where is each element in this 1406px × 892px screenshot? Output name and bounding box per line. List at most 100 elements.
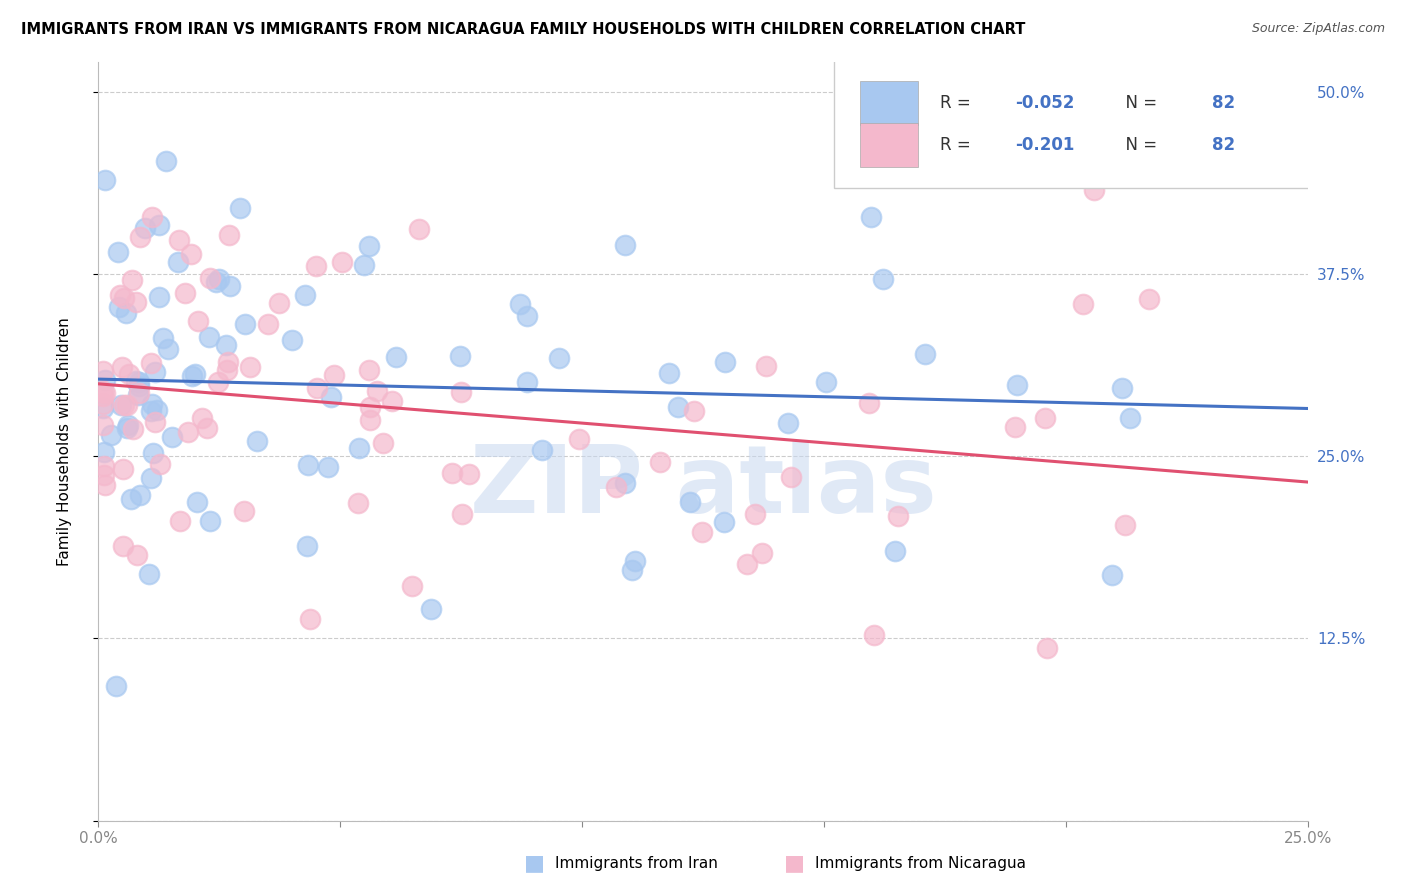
Text: Immigrants from Iran: Immigrants from Iran <box>555 856 718 871</box>
FancyBboxPatch shape <box>860 123 918 167</box>
Point <box>256 318 278 332</box>
Point <box>299 612 322 626</box>
Point <box>138 566 160 581</box>
Point <box>124 294 146 309</box>
Point <box>134 220 156 235</box>
Point <box>1012 154 1035 169</box>
Point <box>152 331 174 345</box>
Point <box>218 228 240 243</box>
Point <box>186 494 208 508</box>
Point <box>167 254 190 268</box>
Point <box>139 404 162 418</box>
Point <box>267 296 290 310</box>
Point <box>381 394 404 409</box>
Point <box>318 460 340 475</box>
Point <box>294 288 316 302</box>
Point <box>323 368 346 382</box>
Point <box>143 365 166 379</box>
Point <box>613 238 636 252</box>
Point <box>613 475 636 490</box>
Point <box>128 375 150 389</box>
Point <box>648 455 671 469</box>
Point <box>110 398 132 412</box>
Point <box>125 374 148 388</box>
Point <box>1033 411 1056 425</box>
Point <box>104 679 127 693</box>
Point <box>108 288 131 302</box>
Text: ■: ■ <box>524 854 544 873</box>
Point <box>180 247 202 261</box>
Point <box>884 543 907 558</box>
Point <box>91 389 114 403</box>
Point <box>205 275 228 289</box>
Point <box>690 525 713 540</box>
Point <box>359 239 381 253</box>
Point <box>1137 292 1160 306</box>
Point <box>353 258 375 272</box>
Point <box>779 470 801 484</box>
Point <box>548 351 571 365</box>
Point <box>128 379 150 393</box>
Text: R =: R = <box>941 94 976 112</box>
Point <box>94 386 117 401</box>
Point <box>94 373 117 387</box>
Point <box>359 413 381 427</box>
Point <box>208 272 231 286</box>
Point <box>93 459 115 474</box>
Point <box>115 398 138 412</box>
Point <box>112 291 135 305</box>
Point <box>93 468 115 483</box>
Point <box>149 457 172 471</box>
Point <box>509 297 531 311</box>
Point <box>229 201 252 215</box>
Point <box>516 375 538 389</box>
Point <box>530 442 553 457</box>
Point <box>755 359 778 373</box>
Point <box>112 398 135 412</box>
Point <box>146 403 169 417</box>
Text: IMMIGRANTS FROM IRAN VS IMMIGRANTS FROM NICARAGUA FAMILY HOUSEHOLDS WITH CHILDRE: IMMIGRANTS FROM IRAN VS IMMIGRANTS FROM … <box>21 22 1025 37</box>
Point <box>177 425 200 440</box>
Point <box>198 271 221 285</box>
Point <box>100 427 122 442</box>
FancyBboxPatch shape <box>834 60 1312 187</box>
Point <box>217 363 239 377</box>
Point <box>737 558 759 572</box>
Point <box>246 434 269 449</box>
Point <box>1111 380 1133 394</box>
Point <box>233 504 256 518</box>
Point <box>714 355 737 369</box>
Point <box>108 301 131 315</box>
Point <box>778 416 800 430</box>
Point <box>371 435 394 450</box>
Text: ■: ■ <box>785 854 804 873</box>
Text: Immigrants from Nicaragua: Immigrants from Nicaragua <box>815 856 1026 871</box>
Point <box>1004 419 1026 434</box>
Point <box>121 422 143 436</box>
Point <box>195 421 218 435</box>
Point <box>129 230 152 244</box>
Point <box>620 563 643 577</box>
Point <box>91 384 114 398</box>
Point <box>91 364 114 378</box>
Point <box>198 330 221 344</box>
Point <box>440 466 463 480</box>
Point <box>117 417 139 432</box>
Point <box>218 355 240 369</box>
Point <box>129 488 152 502</box>
Point <box>93 478 115 492</box>
Point <box>330 255 353 269</box>
Point <box>139 356 162 370</box>
Point <box>384 350 406 364</box>
Point <box>120 492 142 507</box>
Text: ZIP atlas: ZIP atlas <box>470 441 936 533</box>
Point <box>142 446 165 460</box>
Point <box>863 627 886 641</box>
Point <box>207 375 229 389</box>
Point <box>346 496 368 510</box>
Point <box>174 285 197 300</box>
Point <box>516 310 538 324</box>
Point <box>744 507 766 521</box>
Text: 82: 82 <box>1212 136 1236 154</box>
Point <box>183 367 205 381</box>
